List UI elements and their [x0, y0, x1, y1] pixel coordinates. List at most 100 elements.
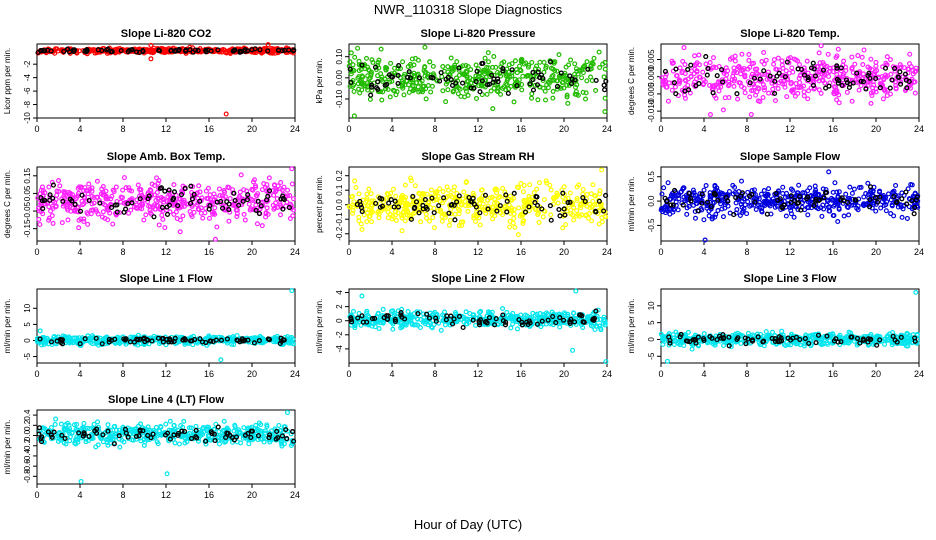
data-point — [488, 88, 494, 94]
overlay-point — [431, 210, 437, 216]
overlay-point — [347, 66, 353, 72]
data-point — [859, 54, 865, 60]
x-tick-label: 4 — [389, 124, 394, 134]
data-point — [357, 90, 363, 96]
overlay-point — [133, 49, 140, 55]
data-point — [456, 223, 462, 229]
overlay-point — [240, 198, 246, 204]
data-point — [90, 207, 96, 213]
overlay-point — [192, 47, 199, 53]
data-point — [409, 56, 415, 62]
data-point — [159, 212, 165, 218]
data-point — [393, 217, 399, 223]
data-point — [897, 62, 903, 68]
overlay-point — [810, 82, 817, 88]
overlay-point — [875, 199, 881, 205]
data-point — [856, 185, 862, 191]
data-point — [290, 213, 296, 219]
data-point — [89, 201, 95, 207]
data-point — [532, 66, 538, 72]
data-point — [764, 192, 770, 198]
data-point — [404, 202, 410, 208]
overlay-point — [777, 196, 783, 202]
y-tick-label: 0.1 — [335, 184, 344, 196]
overlay-point — [170, 197, 176, 203]
data-point — [136, 193, 142, 199]
data-point — [673, 199, 679, 205]
overlay-point — [668, 202, 674, 208]
data-point — [400, 59, 406, 65]
data-point — [402, 218, 408, 224]
data-point — [177, 229, 183, 235]
overlay-point — [424, 311, 430, 317]
data-point — [779, 62, 785, 68]
data-point — [565, 100, 571, 106]
data-point — [457, 86, 463, 92]
data-point — [111, 189, 117, 195]
x-tick-label: 20 — [559, 247, 569, 257]
data-point — [423, 96, 429, 102]
data-point — [904, 215, 910, 221]
data-point — [448, 65, 454, 71]
overlay-point — [877, 194, 883, 200]
overlay-point — [601, 82, 607, 88]
data-point — [821, 62, 827, 68]
data-point — [81, 201, 87, 207]
overlay-point — [156, 48, 162, 54]
data-point — [761, 49, 767, 55]
data-point — [666, 80, 672, 86]
data-point — [667, 211, 673, 217]
data-point — [399, 215, 405, 221]
data-point — [76, 225, 82, 231]
y-tick-label: 4 — [335, 290, 344, 295]
overlay-point — [348, 79, 354, 86]
overlay-point — [206, 206, 212, 212]
data-point — [103, 188, 109, 194]
data-point — [174, 216, 180, 222]
overlay-point — [279, 48, 285, 54]
data-point — [795, 207, 801, 213]
data-point — [756, 202, 762, 208]
data-point — [788, 81, 794, 87]
overlay-point — [836, 78, 842, 84]
overlay-point — [843, 77, 849, 83]
overlay-point — [580, 195, 586, 201]
overlay-point — [395, 80, 401, 87]
data-point — [107, 210, 113, 216]
data-point — [574, 198, 580, 204]
overlay-point — [877, 85, 883, 91]
x-tick-label: 20 — [871, 369, 881, 379]
data-point — [761, 188, 767, 194]
data-point — [351, 88, 357, 94]
data-point — [782, 84, 788, 90]
data-point — [437, 198, 443, 204]
overlay-point — [757, 76, 763, 82]
data-point — [519, 87, 525, 93]
data-point — [196, 183, 202, 189]
overlay-point — [159, 204, 166, 211]
y-tick-label: -0.005 — [647, 82, 656, 105]
overlay-point — [416, 210, 422, 216]
data-point — [465, 92, 471, 98]
y-tick-label: -0.05 — [23, 201, 32, 220]
data-point — [510, 195, 516, 201]
data-point — [710, 55, 716, 61]
data-point — [753, 92, 759, 98]
data-point — [529, 59, 535, 65]
x-tick-label: 0 — [658, 247, 663, 257]
overlay-point — [450, 82, 456, 88]
data-point — [800, 190, 806, 196]
data-point — [175, 205, 181, 211]
data-point — [766, 202, 772, 208]
y-tick-label: 0 — [335, 318, 344, 323]
data-point — [480, 201, 486, 207]
data-point — [589, 218, 595, 224]
data-point — [494, 200, 500, 206]
x-tick-label: 12 — [785, 369, 795, 379]
data-point — [677, 65, 683, 71]
data-point — [789, 87, 795, 93]
overlay-point — [114, 209, 120, 215]
data-point — [747, 94, 753, 100]
data-point — [906, 61, 912, 67]
data-point — [550, 95, 556, 101]
